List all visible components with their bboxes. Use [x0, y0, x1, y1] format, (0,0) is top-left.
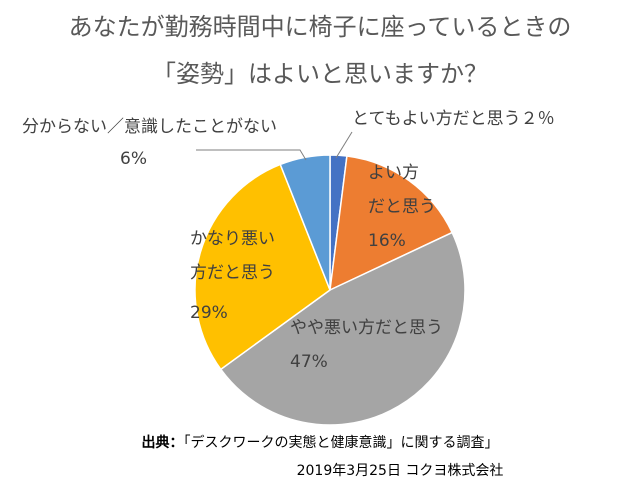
source-text: 「デスクワークの実態と健康意識」に関する調査」	[183, 435, 499, 451]
data-label-4-line-3: 29%	[190, 303, 228, 323]
leader-line-1	[335, 131, 353, 159]
data-label-1-line-1: とてもよい方だと思う２％	[352, 109, 555, 129]
source-label: 出典：	[141, 435, 184, 451]
chart-title-line1: あなたが勤務時間中に椅子に座っているときの	[68, 13, 572, 41]
chart-title-line2: 「姿勢」はよいと思いますか？	[152, 60, 488, 88]
source-line: 出典：「デスクワークの実態と健康意識」に関する調査」	[0, 434, 640, 452]
data-label-2-line-3: 16%	[368, 231, 406, 251]
data-label-2-line-2: だと思う	[368, 197, 436, 217]
data-label-3-line-2: 47%	[290, 352, 328, 372]
source-date-company: 2019年3月25日 コクヨ株式会社	[296, 463, 504, 479]
leader-line-5	[196, 149, 307, 161]
data-label-4-line-2: 方だと思う	[190, 263, 275, 283]
data-label-2-line-1: よい方	[368, 163, 419, 183]
data-label-5-line-1: 分からない／意識したことがない	[22, 117, 277, 137]
data-label-4-line-1: かなり悪い	[190, 229, 275, 249]
data-label-5-line-2: 6%	[120, 149, 147, 169]
pie-slice-4	[194, 163, 331, 371]
pie-slice-3	[219, 231, 466, 426]
data-label-3-line-1: やや悪い方だと思う	[290, 318, 443, 338]
pie-slice-2	[329, 155, 454, 292]
